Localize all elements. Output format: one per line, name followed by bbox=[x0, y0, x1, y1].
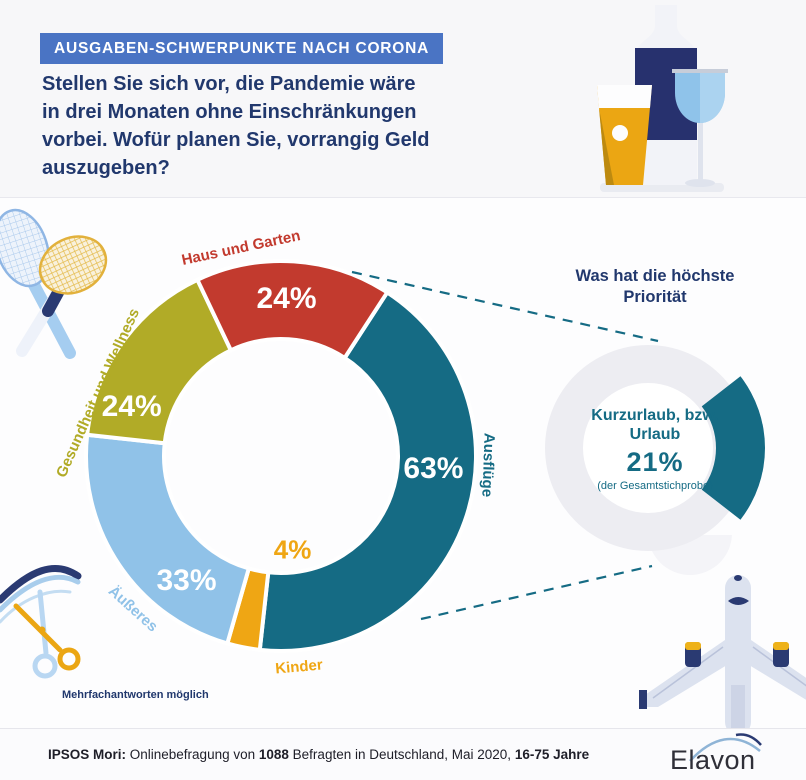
elavon-logo: Elavon bbox=[670, 732, 766, 777]
footer-text-part: Onlinebefragung von bbox=[126, 747, 259, 762]
donut-value-label: 4% bbox=[273, 534, 312, 565]
logo-text: Elavon bbox=[670, 744, 756, 775]
footer: IPSOS Mori: Onlinebefragung von 1088 Bef… bbox=[0, 728, 806, 780]
detail-heading: Was hat die höchste Priorität bbox=[575, 267, 735, 306]
logo-swoosh-icon bbox=[689, 732, 762, 762]
donut-value-label: 33% bbox=[156, 564, 217, 598]
drinks-icon bbox=[597, 5, 728, 192]
donut-category-label: Kinder bbox=[275, 656, 324, 678]
donut-value-label: 24% bbox=[101, 390, 162, 424]
detail-subnote: (der Gesamtstichprobe) bbox=[597, 480, 713, 492]
footer-text-part: IPSOS Mori: bbox=[48, 747, 127, 762]
headline-line: in drei Monaten ohne Einschränkungen bbox=[42, 101, 417, 123]
detail-center: Kurzurlaub, bzw. Urlaub 21% (der Gesamts… bbox=[586, 406, 724, 493]
footer-text-part: 1088 bbox=[258, 747, 289, 762]
donut-segment--u-eres bbox=[84, 432, 252, 646]
zoom-dashed-line bbox=[420, 564, 653, 621]
detail-value: 21% bbox=[626, 447, 684, 477]
headline-line: auszugeben? bbox=[42, 157, 170, 179]
donut-value-label: 63% bbox=[403, 452, 464, 486]
footer-text-part: Befragten in Deutschland, Mai 2020, bbox=[288, 747, 515, 762]
header-section: AUSGABEN-SCHWERPUNKTE NACH CORONA Stelle… bbox=[0, 0, 806, 198]
banner-title: AUSGABEN-SCHWERPUNKTE NACH CORONA bbox=[40, 33, 444, 64]
headline-line: vorbei. Wofür planen Sie, vorrangig Geld bbox=[42, 129, 430, 151]
donut-category-label: Haus und Garten bbox=[179, 227, 302, 269]
scissors-haircut-icon bbox=[0, 564, 82, 679]
airplane-icon bbox=[639, 535, 806, 728]
donut-category-label: Ausflüge bbox=[478, 432, 498, 498]
headline: Stellen Sie sich vor, die Pandemie wäre … bbox=[42, 70, 472, 182]
footnote: Mehrfachantworten möglich bbox=[62, 689, 209, 701]
donut-value-label: 24% bbox=[256, 282, 317, 316]
footer-text: IPSOS Mori: Onlinebefragung von 1088 Bef… bbox=[48, 747, 589, 762]
detail-label: Kurzurlaub, bzw. Urlaub bbox=[591, 407, 719, 443]
donut-segment-kinder bbox=[224, 566, 271, 653]
headline-line: Stellen Sie sich vor, die Pandemie wäre bbox=[42, 73, 416, 95]
footer-text-part: 16-75 Jahre bbox=[514, 747, 590, 762]
donut-category-label: Äußeres bbox=[105, 582, 162, 636]
